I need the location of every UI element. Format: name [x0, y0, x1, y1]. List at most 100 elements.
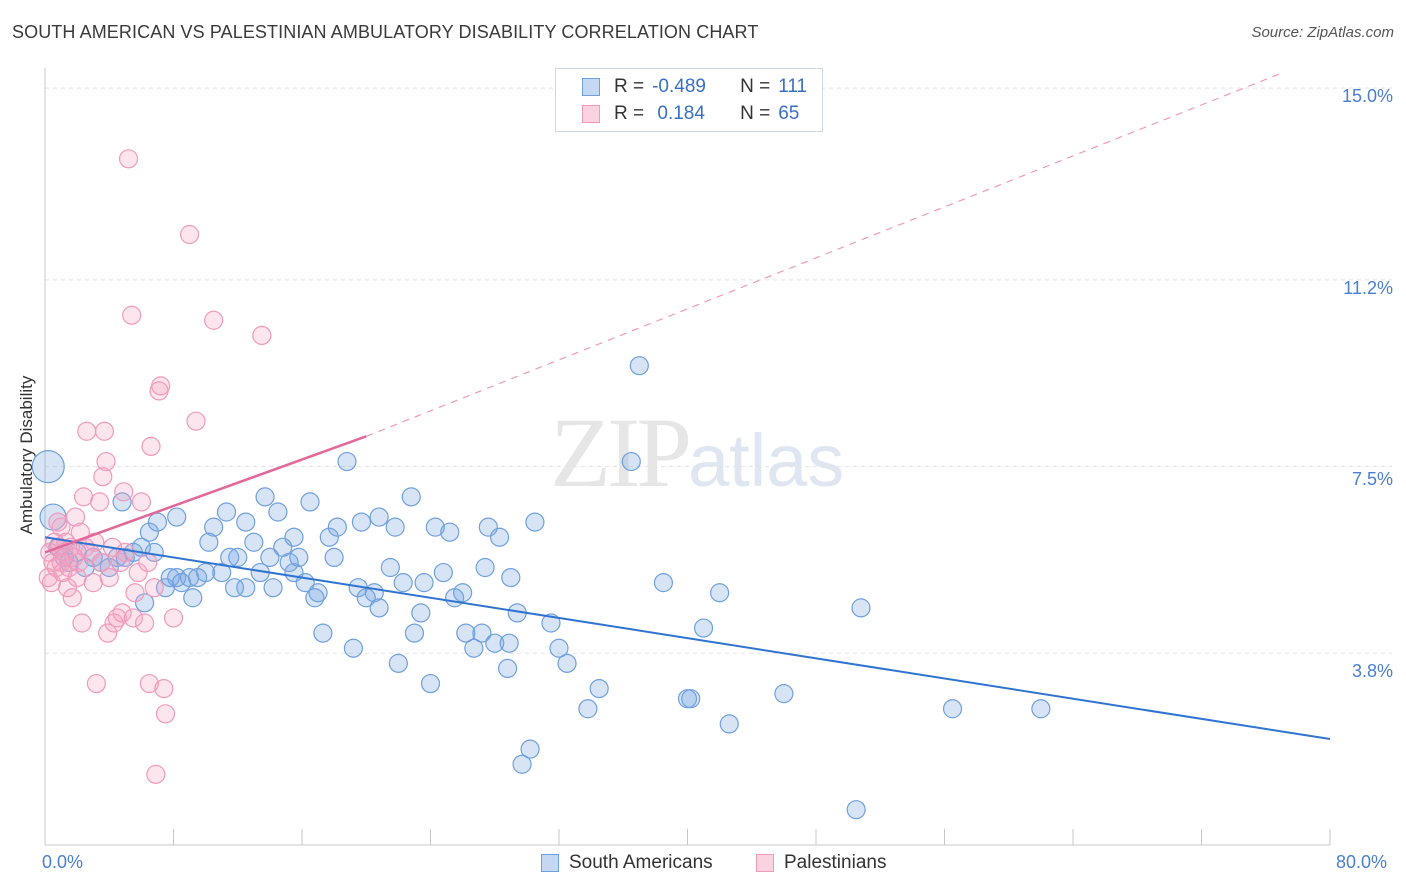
chart-title: SOUTH AMERICAN VS PALESTINIAN AMBULATORY… — [12, 22, 759, 42]
data-point — [621, 451, 641, 472]
series-palestinians — [38, 149, 272, 784]
data-point — [300, 492, 320, 512]
data-point — [146, 764, 166, 784]
data-point — [244, 532, 264, 552]
data-point — [719, 714, 739, 734]
data-point — [48, 512, 68, 532]
correlation-legend: R = -0.489 N = 111 R = 0.184 N = 65 — [555, 68, 823, 132]
data-point — [138, 552, 158, 573]
pink-swatch-icon — [756, 854, 774, 872]
data-point — [260, 547, 280, 568]
data-point — [498, 658, 518, 679]
watermark: ZIPatlas — [550, 395, 844, 510]
data-point — [472, 623, 492, 643]
data-point — [96, 451, 116, 472]
data-point — [464, 638, 484, 658]
data-point — [549, 638, 569, 658]
data-point — [255, 487, 275, 507]
data-point — [404, 623, 425, 643]
data-point — [512, 754, 532, 774]
data-point — [204, 517, 224, 537]
data-point — [62, 588, 82, 608]
source-label: Source: ZipAtlas.com — [1251, 24, 1394, 41]
data-point — [411, 603, 431, 623]
data-point — [93, 467, 113, 487]
data-point — [72, 613, 92, 633]
data-point — [252, 325, 272, 346]
trend-lines — [44, 72, 1331, 741]
bottom-legend-palestinians: Palestinians — [756, 852, 886, 874]
data-point — [199, 532, 219, 552]
data-point — [131, 492, 151, 512]
data-point — [475, 557, 495, 578]
data-point — [196, 562, 216, 583]
data-point — [499, 633, 519, 653]
data-point — [846, 800, 866, 820]
data-point — [151, 376, 171, 396]
data-point — [337, 451, 357, 472]
watermark-atlas: atlas — [688, 419, 845, 502]
data-point — [38, 567, 58, 588]
data-point — [693, 618, 714, 638]
data-point — [456, 623, 476, 643]
data-point — [420, 673, 441, 694]
data-point — [308, 583, 328, 603]
data-point — [204, 310, 224, 330]
data-point — [57, 578, 78, 598]
data-point — [236, 578, 256, 598]
data-point — [501, 567, 521, 588]
data-point — [369, 507, 389, 527]
blue-swatch-icon — [541, 854, 559, 872]
y-tick-label: 3.8% — [1351, 661, 1393, 681]
data-point — [710, 583, 730, 603]
x-tick-label: 0.0% — [42, 852, 84, 872]
legend-row-palestinians: R = 0.184 N = 65 — [582, 103, 799, 125]
data-point — [94, 421, 115, 441]
data-point — [629, 356, 649, 376]
legend-n-value: 65 — [778, 103, 800, 124]
series-south-americans — [31, 356, 1051, 820]
data-point — [228, 547, 248, 568]
data-point — [851, 598, 871, 618]
data-point — [774, 684, 794, 704]
data-point — [183, 588, 203, 608]
data-point — [268, 502, 288, 522]
data-point — [186, 411, 206, 431]
data-point — [236, 512, 256, 532]
legend-r-label: R = — [614, 76, 645, 97]
legend-r-value: -0.489 — [652, 76, 706, 97]
data-point — [114, 482, 134, 502]
data-point — [59, 557, 79, 578]
data-point — [653, 573, 674, 593]
data-point — [393, 573, 413, 593]
data-point — [578, 699, 598, 719]
data-point — [98, 623, 118, 643]
bottom-legend-south-americans: South Americans — [541, 852, 713, 874]
legend-r-value: 0.184 — [652, 103, 705, 124]
watermark-zip: ZIP — [550, 397, 692, 508]
blue-swatch-icon — [582, 78, 600, 96]
data-point — [414, 573, 434, 593]
data-point — [557, 653, 577, 673]
y-tick-label: 15.0% — [1341, 86, 1393, 106]
bottom-legend-label: Palestinians — [784, 852, 887, 873]
y-axis-label: Ambulatory Disability — [17, 375, 36, 535]
pink-swatch-icon — [582, 105, 600, 123]
trend-line-palestinians-extended — [366, 72, 1283, 437]
data-point — [351, 512, 372, 532]
data-point — [525, 512, 545, 532]
x-tick-label: 80.0% — [1336, 852, 1388, 872]
data-point — [380, 557, 400, 578]
data-point — [167, 507, 187, 527]
data-point — [279, 552, 299, 573]
data-point — [141, 436, 161, 457]
data-point — [134, 613, 155, 633]
data-point — [263, 578, 283, 598]
data-point — [489, 527, 510, 547]
data-point — [163, 608, 184, 628]
data-point — [83, 573, 103, 593]
data-point — [160, 567, 180, 588]
data-point — [118, 149, 139, 169]
legend-n-label: N = — [740, 76, 771, 97]
data-point — [1031, 699, 1051, 719]
